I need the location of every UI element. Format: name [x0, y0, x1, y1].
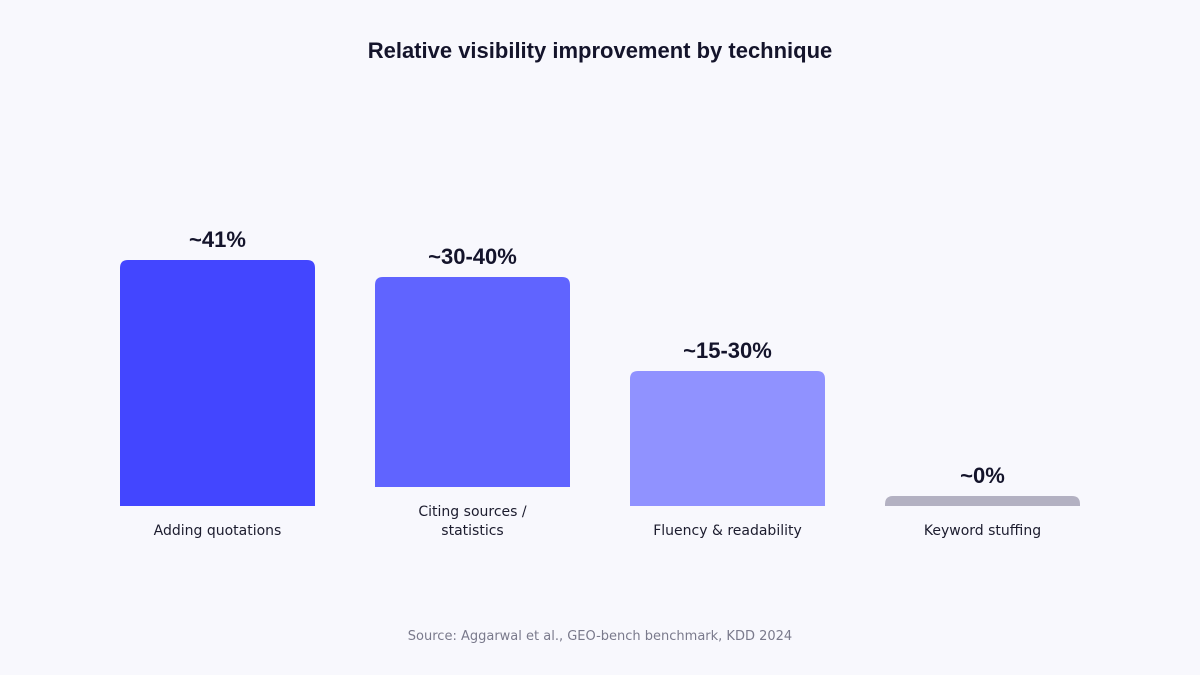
bar-2 — [375, 277, 570, 487]
chart-title: Relative visibility improvement by techn… — [367, 38, 833, 63]
category-label-2: Citing sources / statistics — [418, 504, 526, 539]
value-label-2: ~30-40% — [428, 244, 517, 269]
value-label-1: ~41% — [189, 227, 246, 252]
category-label-4: Keyword stuffing — [924, 523, 1041, 539]
category-label-3: Fluency & readability — [653, 523, 802, 539]
bar-4 — [885, 496, 1080, 506]
value-label-4: ~0% — [960, 463, 1005, 488]
bar-3 — [630, 371, 825, 506]
source-note: Source: Aggarwal et al., GEO-bench bench… — [407, 629, 793, 644]
category-label-1: Adding quotations — [154, 523, 282, 539]
bar-1 — [120, 260, 315, 506]
value-label-3: ~15-30% — [683, 338, 772, 363]
